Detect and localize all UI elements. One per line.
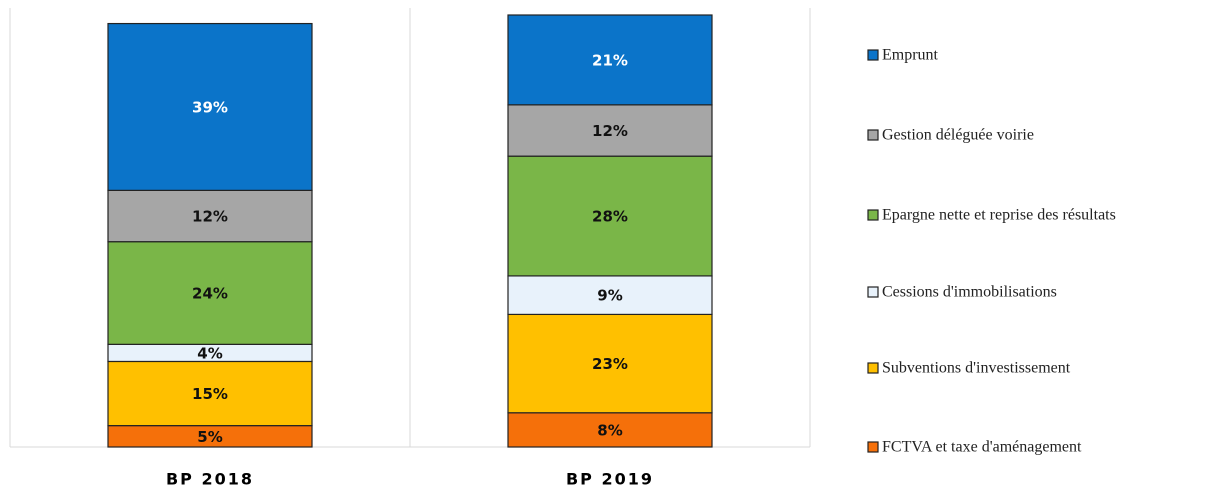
bar-segment [107,360,313,427]
bar-segment [107,189,313,243]
data-label: 21% [592,51,628,69]
legend-label: Cessions d'immobilisations [882,284,1057,301]
legend-label: Subventions d'investissement [882,360,1071,377]
data-label: 8% [597,421,622,439]
data-label: 12% [592,122,628,140]
legend-label: Gestion déléguée voirie [882,127,1034,144]
legend-swatch [867,286,879,298]
bar-segment [507,313,713,414]
bar-segment [507,275,713,316]
legend-label: Emprunt [882,47,939,64]
data-label: 23% [592,355,628,373]
legend-swatch [867,49,879,61]
data-label: 12% [192,208,228,226]
legend-label: FCTVA et taxe d'aménagement [882,439,1082,456]
bar-segment [107,241,313,345]
bar-segment [507,104,713,157]
data-label: 15% [192,385,228,403]
legend-label: Epargne nette et reprise des résultats [882,207,1116,224]
bar-segment [507,155,713,277]
data-label: 39% [192,98,228,116]
data-label: 24% [192,285,228,303]
data-label: 4% [197,344,222,362]
legend-swatch [867,362,879,374]
legend-swatch [867,209,879,221]
x-tick-label: BP 2018 [166,470,254,489]
bar-segment [507,14,713,106]
data-label: 28% [592,208,628,226]
data-label: 9% [597,287,622,305]
x-tick-label: BP 2019 [566,470,654,489]
bar-segment [507,412,713,448]
data-label: 5% [197,428,222,446]
legend-swatch [867,441,879,453]
bar-segment [107,22,313,191]
legend-swatch [867,129,879,141]
